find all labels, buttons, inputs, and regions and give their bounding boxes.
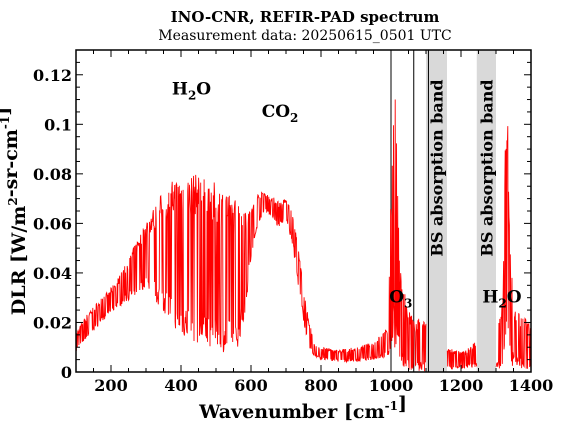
x-tick-label: 1400 xyxy=(509,376,554,395)
annotation-2: O3 xyxy=(389,288,412,311)
y-tick-label: 0.08 xyxy=(33,165,72,184)
x-axis-label: Wavenumber [cm-1] xyxy=(198,393,407,423)
chart-title: INO-CNR, REFIR-PAD spectrum xyxy=(171,8,440,26)
plot-frame xyxy=(75,49,532,373)
band-label-1: BS absorption band xyxy=(477,79,496,256)
y-tick-label: 0.06 xyxy=(33,214,72,233)
spectrum-series xyxy=(76,99,531,372)
absorption-bands: BS absorption band BS absorption band xyxy=(426,50,496,372)
annotation-0: H2O xyxy=(172,80,211,103)
x-axis-ticks: 200 400 600 800 1000 1200 1400 xyxy=(75,50,554,395)
spectrum-line xyxy=(76,99,531,372)
x-tick-label: 1000 xyxy=(369,376,414,395)
x-tick-label: 1200 xyxy=(439,376,484,395)
x-tick-label: 800 xyxy=(304,376,337,395)
y-tick-label: 0 xyxy=(61,363,72,382)
x-tick-label: 200 xyxy=(94,376,127,395)
band-label-0: BS absorption band xyxy=(428,79,447,256)
x-tick-label: 400 xyxy=(164,376,197,395)
y-tick-label: 0.02 xyxy=(33,313,72,332)
band-0 xyxy=(426,50,447,372)
chart-subtitle: Measurement data: 20250615_0501 UTC xyxy=(158,28,451,44)
y-axis-ticks: 0 0.02 0.04 0.06 0.08 0.1 0.12 xyxy=(33,49,531,382)
annotation-1: CO2 xyxy=(262,102,299,125)
y-tick-label: 0.04 xyxy=(33,264,72,283)
annotation-3: H2O xyxy=(482,288,521,311)
band-1 xyxy=(476,50,496,372)
y-tick-label: 0.1 xyxy=(44,115,72,134)
y-axis-label: DLR [W/m2-sr-cm-1] xyxy=(0,107,30,315)
annotations: H2O CO2 O3 H2O xyxy=(172,80,522,311)
x-tick-label: 600 xyxy=(234,376,267,395)
y-tick-label: 0.12 xyxy=(33,66,72,85)
